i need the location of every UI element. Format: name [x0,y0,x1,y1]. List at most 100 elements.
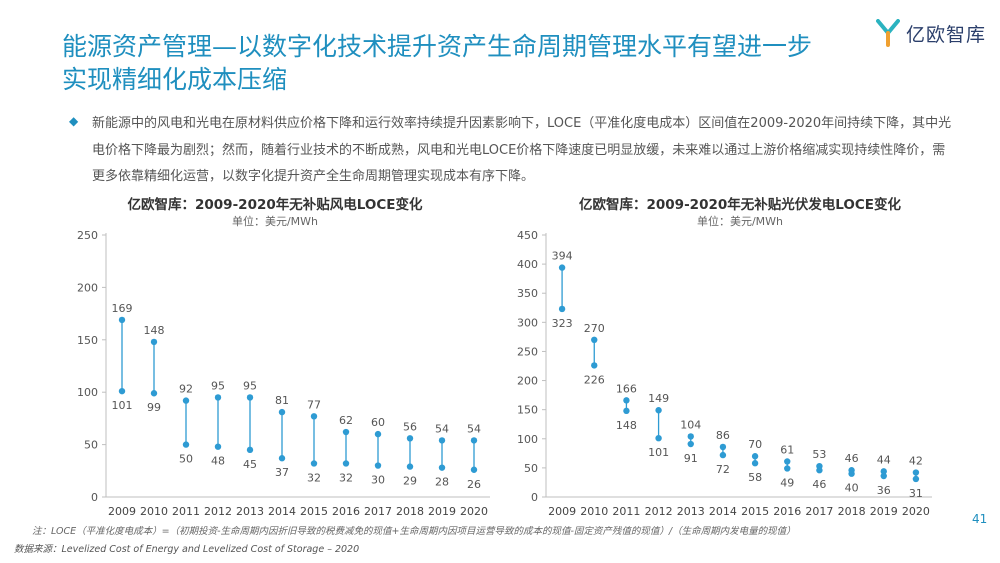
wind-y-tick-label: 200 [77,281,98,294]
wind-high-point [342,428,350,436]
wind-low-label: 99 [147,401,161,414]
wind-x-tick-label: 2018 [396,505,424,518]
wind-x-tick-label: 2012 [204,505,232,518]
wind-x-tick-label: 2010 [140,505,168,518]
solar-y-tick-label: 150 [517,404,538,417]
solar-low-label: 31 [909,487,923,500]
wind-low-label: 30 [371,474,385,487]
solar-low-point [784,465,791,472]
solar-x-tick-label: 2011 [612,505,640,518]
wind-low-point [214,443,222,450]
solar-low-label: 46 [812,478,826,491]
solar-high-label: 61 [780,443,794,456]
wind-y-tick-label: 100 [77,386,98,399]
solar-x-tick-label: 2018 [838,505,866,518]
wind-high-point [214,394,222,401]
wind-high-point [310,413,318,420]
wind-low-point [310,460,318,467]
solar-high-label: 270 [584,322,605,335]
logo: 亿欧智库 [876,18,986,48]
solar-y-tick-label: 100 [517,433,538,446]
page-number: 41 [972,512,988,526]
solar-x-tick-label: 2014 [709,505,737,518]
solar-low-label: 148 [616,419,637,432]
wind-low-label: 50 [179,453,193,466]
wind-low-point [374,462,382,469]
solar-low-point [880,472,887,480]
solar-low-point [816,467,823,474]
solar-x-tick-label: 2009 [548,505,576,518]
solar-x-tick-label: 2010 [580,505,608,518]
solar-chart-unit: 单位：美元/MWh [696,215,784,228]
solar-x-tick-label: 2019 [870,505,898,518]
solar-low-point [719,451,727,459]
wind-x-tick-label: 2015 [300,505,328,518]
solar-high-label: 42 [909,455,923,468]
solar-chart-title: 亿欧智库：2009-2020年无补贴光伏发电LOCE变化 [579,197,901,213]
solar-y-tick-label: 50 [524,462,538,475]
solar-high-label: 104 [680,418,701,431]
wind-high-point [470,437,478,444]
solar-low-point [591,362,598,369]
solar-high-label: 394 [552,250,573,263]
solar-low-label: 72 [716,463,730,476]
solar-x-tick-label: 2017 [805,505,833,518]
wind-high-point [406,435,414,442]
solar-low-point [558,305,566,313]
wind-high-point [374,430,382,438]
solar-high-point [591,336,598,343]
wind-low-point [438,464,446,471]
wind-low-label: 26 [467,478,481,491]
solar-high-point [719,443,727,451]
wind-low-point [246,446,254,454]
wind-low-point [470,466,478,473]
diamond-icon: ◆ [69,114,79,128]
solar-low-label: 101 [648,446,669,459]
wind-x-tick-label: 2014 [268,505,296,518]
wind-high-point [150,338,158,346]
solar-low-point [912,475,920,483]
solar-high-label: 166 [616,382,637,395]
wind-high-label: 77 [307,398,321,411]
solar-low-point [655,434,662,442]
solar-y-tick-label: 200 [517,375,538,388]
intro-text: 新能源中的风电和光电在原材料供应价格下降和运行效率持续提升因素影响下，LOCE（… [92,116,952,184]
wind-high-label: 95 [211,379,225,392]
solar-y-tick-label: 300 [517,316,538,329]
wind-high-label: 81 [275,394,289,407]
solar-low-label: 226 [584,373,605,386]
solar-y-tick-label: 450 [517,229,538,242]
footnote: 注：LOCE（平准化度电成本）=（初期投资-生命周期内因折旧导致的税费减免的现值… [32,526,796,537]
page-title: 能源资产管理—以数字化技术提升资产生命周期管理水平有望进一步实现精细化成本压缩 [62,32,813,94]
wind-high-point [246,394,254,401]
solar-y-tick-label: 400 [517,258,538,271]
solar-x-tick-label: 2016 [773,505,801,518]
solar-high-label: 46 [845,452,859,465]
solar-x-tick-label: 2012 [645,505,673,518]
solar-high-label: 149 [648,392,669,405]
wind-low-label: 37 [275,466,289,479]
wind-x-tick-label: 2013 [236,505,264,518]
solar-low-point [623,407,630,415]
solar-high-point [880,468,887,475]
solar-low-point [751,460,759,467]
wind-x-tick-label: 2020 [460,505,488,518]
wind-high-label: 60 [371,416,385,429]
wind-low-label: 32 [307,471,321,484]
wind-x-tick-label: 2019 [428,505,456,518]
solar-low-label: 49 [780,476,794,489]
wind-chart-title: 亿欧智库：2009-2020年无补贴风电LOCE变化 [127,197,423,213]
wind-low-label: 45 [243,458,257,471]
wind-high-label: 54 [467,422,481,435]
wind-high-point [182,397,190,404]
wind-y-tick-label: 250 [77,229,98,242]
wind-low-point [118,387,126,395]
solar-high-label: 53 [812,448,826,461]
solar-y-tick-label: 250 [517,345,538,358]
solar-low-label: 58 [748,471,762,484]
solar-x-tick-label: 2015 [741,505,769,518]
wind-low-point [182,441,190,448]
solar-high-point [912,469,920,476]
solar-x-tick-label: 2013 [677,505,705,518]
wind-low-label: 28 [435,476,449,489]
